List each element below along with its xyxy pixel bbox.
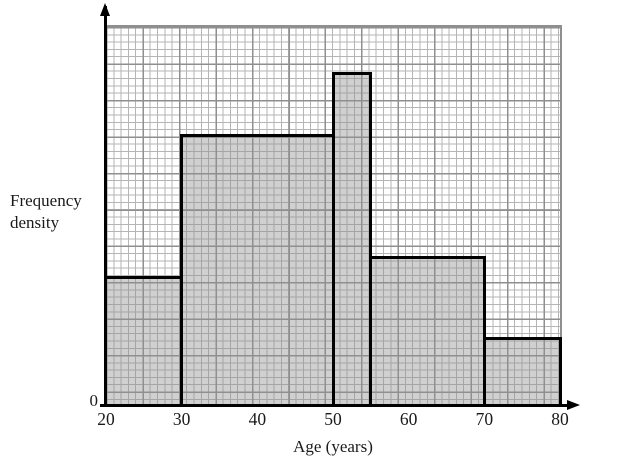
bar-boundary-line-80 xyxy=(558,337,562,406)
histogram-bar-55-70 xyxy=(370,256,485,406)
y-axis-label-line1: Frequency xyxy=(10,191,82,210)
histogram-bar-30-50 xyxy=(181,134,333,406)
x-tick-label-70: 70 xyxy=(475,409,494,429)
bar-boundary-line-30 xyxy=(180,134,184,406)
x-tick-label-50: 50 xyxy=(324,409,342,429)
histogram-bar-70-80 xyxy=(484,337,560,406)
y-axis-label-line2: density xyxy=(10,213,60,232)
x-axis-label: Age (years) xyxy=(293,437,373,456)
bar-boundary-line-55 xyxy=(369,72,373,406)
histogram-bar-50-55 xyxy=(333,72,371,406)
x-axis-line xyxy=(100,404,570,407)
y-axis-line xyxy=(104,6,107,406)
origin-zero-label: 0 xyxy=(89,391,99,410)
x-tick-label-30: 30 xyxy=(172,409,191,429)
y-axis-label: Frequency density xyxy=(10,190,82,234)
bar-boundary-line-50 xyxy=(331,72,335,406)
x-tick-label-20: 20 xyxy=(97,409,115,429)
x-tick-label-80: 80 xyxy=(551,409,569,429)
y-axis-arrow-icon xyxy=(100,3,110,16)
bar-boundary-line-70 xyxy=(482,256,486,406)
x-tick-label-60: 60 xyxy=(399,409,418,429)
plot-area xyxy=(106,25,562,406)
histogram-bar-20-30 xyxy=(106,276,182,406)
x-axis-arrow-icon xyxy=(567,399,580,410)
x-tick-label-40: 40 xyxy=(248,409,267,429)
